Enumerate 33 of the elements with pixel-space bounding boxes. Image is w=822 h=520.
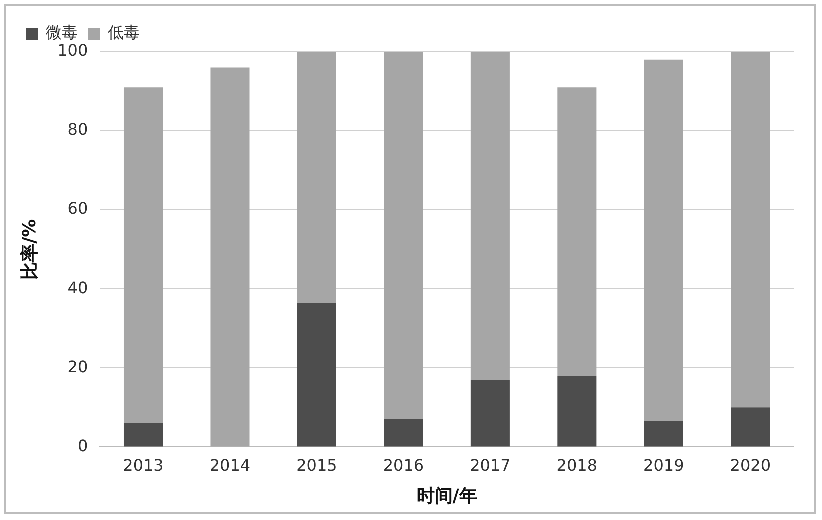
y-tick-label: 40 [68, 278, 88, 298]
y-tick-label: 80 [68, 120, 88, 140]
bar [644, 422, 684, 447]
y-axis-title: 比率/% [19, 219, 40, 280]
bar [210, 68, 250, 447]
x-tick-label: 2018 [556, 456, 598, 475]
legend-label: 低毒 [108, 23, 140, 42]
x-tick-label: 2013 [123, 456, 164, 475]
x-tick-label: 2019 [644, 456, 684, 475]
x-tick-label: 2020 [730, 456, 771, 475]
bar [644, 60, 684, 422]
y-tick-label: 100 [58, 41, 88, 60]
x-tick-label: 2014 [210, 456, 251, 475]
bar [297, 52, 336, 303]
bar [470, 52, 510, 380]
bar [731, 52, 770, 408]
y-tick-label: 0 [78, 436, 88, 456]
y-tick-label: 20 [68, 357, 88, 376]
bar [558, 88, 597, 376]
legend-label: 微毒 [46, 23, 78, 42]
x-axis-title: 时间/年 [416, 486, 478, 507]
bar [124, 88, 164, 424]
bar [297, 302, 336, 447]
bar [384, 420, 424, 447]
x-tick-label: 2015 [296, 456, 338, 475]
x-tick-label: 2017 [470, 456, 511, 475]
bar [558, 376, 597, 447]
bar [470, 380, 510, 447]
bar [384, 52, 424, 420]
y-tick-label: 60 [68, 199, 88, 218]
bar [124, 423, 164, 447]
x-tick-label: 2016 [383, 456, 424, 475]
bar [731, 408, 770, 447]
